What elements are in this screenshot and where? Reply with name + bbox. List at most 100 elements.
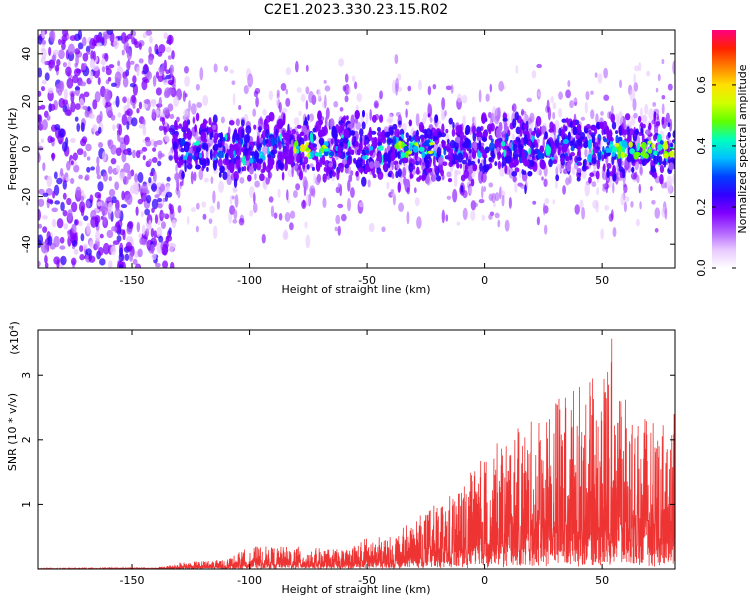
spectrogram-cell: [168, 155, 173, 161]
spectrogram-cell: [445, 128, 449, 134]
spectrogram-cell: [337, 203, 344, 209]
spectrogram-cell: [630, 200, 634, 208]
spectrogram-cell: [298, 163, 301, 171]
spectrogram-cell: [121, 96, 128, 103]
spectrogram-cell: [161, 117, 166, 126]
spectrogram-cell: [333, 101, 339, 108]
spectrogram-cell: [174, 156, 180, 161]
spectrogram-cell: [529, 159, 535, 168]
x-tick-label: -150: [120, 274, 145, 287]
spectrogram-cell: [651, 199, 656, 205]
spectrogram-cell: [253, 124, 257, 130]
spectrogram-cell: [481, 172, 487, 183]
spectrogram-hot-cell: [659, 140, 664, 145]
spectrogram-cell: [243, 147, 249, 156]
spectrogram-cell: [110, 144, 117, 155]
spectrogram-cell: [38, 260, 41, 268]
spectrogram-cell: [213, 152, 216, 158]
spectrogram-cell: [480, 142, 485, 147]
spectrogram-cell: [280, 83, 287, 92]
spectrogram-cell: [141, 146, 148, 152]
spectrogram-cell: [441, 123, 445, 134]
spectrogram-cell: [657, 73, 661, 82]
spectrogram-cell: [499, 167, 505, 177]
spectrogram-cell: [198, 168, 204, 181]
spectrogram-cell: [52, 218, 57, 228]
spectrogram-hot-cell: [403, 145, 409, 152]
spectrogram-cell: [218, 180, 225, 193]
spectrogram-cell: [38, 188, 45, 195]
spectrogram-cell: [388, 113, 394, 125]
spectrogram-cell: [259, 173, 265, 182]
spectrogram-cell: [447, 151, 453, 162]
spectrogram-cell: [219, 165, 225, 173]
spectrogram-cell: [138, 123, 146, 129]
spectrogram-cell: [402, 167, 406, 178]
spectrogram-cell: [73, 164, 80, 173]
spectrogram-cell: [324, 94, 327, 109]
spectrogram-cell: [488, 134, 493, 141]
spectrogram-cell: [394, 128, 401, 138]
spectrogram-cell: [489, 83, 493, 93]
spectrogram-cell: [661, 59, 665, 65]
spectrogram-cell: [599, 121, 604, 130]
spectrogram-cell: [667, 131, 671, 139]
spectrogram-cell: [89, 240, 94, 249]
spectrogram-cell: [233, 129, 237, 135]
spectrogram-cell: [106, 30, 114, 36]
spectrogram-cell: [259, 137, 263, 144]
spectrogram-cell: [381, 129, 386, 141]
spectrogram-cell: [497, 149, 501, 161]
spectrogram-cell: [190, 207, 197, 213]
spectrogram-cell: [544, 131, 548, 140]
spectrogram-cell: [552, 199, 555, 205]
spectrogram-cell: [200, 131, 207, 142]
spectrogram-cell: [340, 125, 343, 134]
spectrogram-cell: [153, 230, 157, 239]
spectrogram-cell: [377, 141, 382, 147]
spectrogram-cell: [38, 67, 43, 78]
spectrogram-cell: [430, 174, 437, 182]
spectrogram-cell: [377, 126, 381, 133]
spectrogram-cell: [96, 156, 100, 166]
spectrogram-cell: [457, 152, 464, 163]
spectrogram-cell: [434, 164, 437, 173]
spectrogram-cell: [214, 132, 219, 141]
spectrogram-cell: [328, 162, 333, 168]
y-tick-label: 20: [20, 94, 33, 108]
spectrogram-cell: [184, 93, 188, 98]
spectrogram-cell: [464, 164, 468, 173]
spectrogram-cell: [503, 149, 506, 158]
spectrogram-cell: [346, 197, 352, 212]
spectrogram-cell: [69, 35, 77, 41]
spectrogram-cell: [395, 170, 399, 179]
spectrogram-cell: [488, 157, 493, 162]
spectrogram-cell: [461, 159, 468, 165]
spectrogram-x-label: Height of straight line (km): [281, 283, 430, 296]
spectrogram-cell: [581, 207, 586, 220]
spectrogram-cell: [421, 136, 425, 143]
spectrogram-cell: [103, 88, 111, 101]
spectrogram-cell: [67, 209, 73, 221]
spectrogram-cell: [162, 107, 170, 116]
spectrogram-cell: [442, 161, 448, 167]
spectrogram-cell: [275, 128, 278, 139]
spectrogram-cell: [539, 145, 545, 153]
spectrogram-cell: [650, 186, 653, 191]
spectrogram-cell: [138, 101, 143, 110]
spectrogram-cell: [115, 199, 120, 211]
spectrogram-cell: [133, 181, 139, 191]
spectrogram-cell: [296, 87, 302, 93]
spectrogram-cell: [592, 199, 599, 209]
spectrogram-cell: [659, 164, 665, 174]
spectrogram-cell: [138, 58, 144, 64]
spectrogram-cell: [276, 159, 282, 165]
spectrogram-cell: [134, 173, 139, 183]
spectrogram-cell: [200, 123, 207, 130]
spectrogram-cell: [329, 118, 335, 129]
spectrogram-cell: [166, 39, 172, 45]
spectrogram-cell: [143, 102, 148, 109]
spectrogram-cell: [603, 138, 609, 143]
spectrogram-cell: [216, 200, 220, 210]
